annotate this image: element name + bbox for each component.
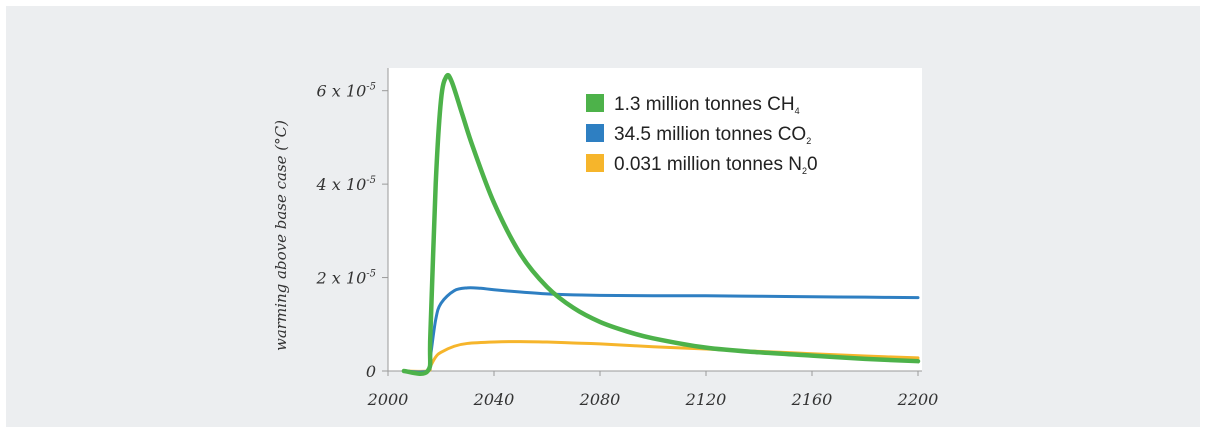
x-axis-ticks: 2000 2040 2080 2120 2160 2200	[367, 371, 939, 409]
series-lines	[401, 72, 921, 376]
y-axis-label: warming above base case (°C)	[272, 120, 290, 351]
y-tick-label: 6 x 10-5	[317, 82, 376, 101]
y-tick-label: 0	[366, 362, 376, 381]
legend-swatch	[586, 94, 604, 112]
legend: 1.3 million tonnes CH4 34.5 million tonne…	[586, 94, 818, 176]
y-tick-label: 4 x 10-5	[316, 175, 376, 194]
plot-area	[388, 68, 922, 371]
x-tick-label: 2160	[791, 390, 833, 409]
x-tick-label: 2120	[685, 390, 727, 409]
series-line-1	[401, 72, 921, 376]
axes	[387, 68, 922, 372]
legend-swatch	[586, 154, 604, 172]
y-axis-ticks: 0 2 x 10-5 4 x 10-5 6 x 10-5	[316, 82, 388, 381]
x-tick-label: 2080	[579, 390, 621, 409]
x-tick-label: 2000	[367, 390, 409, 409]
x-tick-label: 2040	[473, 390, 515, 409]
legend-label: 1.3 million tonnes CH4	[614, 94, 800, 116]
legend-label: 0.031 million tonnes N20	[614, 154, 818, 176]
legend-swatch	[586, 124, 604, 142]
x-tick-label: 2200	[897, 390, 939, 409]
y-tick-label: 2 x 10-5	[316, 269, 376, 288]
legend-label: 34.5 million tonnes CO2	[614, 124, 811, 146]
series-line-2	[402, 286, 920, 374]
